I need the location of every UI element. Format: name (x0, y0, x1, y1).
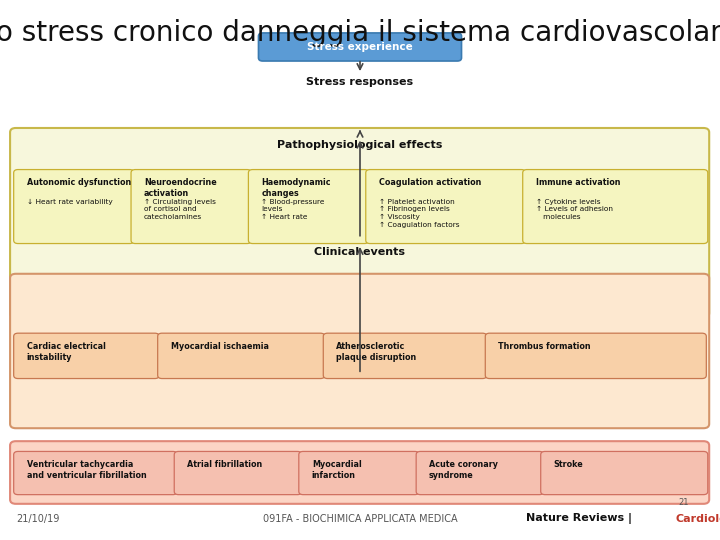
FancyBboxPatch shape (174, 451, 302, 495)
FancyBboxPatch shape (14, 170, 134, 244)
Text: Pathophysiological effects: Pathophysiological effects (277, 140, 443, 151)
Text: Myocardial ischaemia: Myocardial ischaemia (171, 342, 269, 351)
FancyBboxPatch shape (258, 33, 462, 61)
FancyBboxPatch shape (10, 128, 709, 318)
Text: Thrombus formation: Thrombus formation (498, 342, 591, 351)
FancyBboxPatch shape (14, 451, 177, 495)
FancyBboxPatch shape (10, 274, 709, 428)
Text: Cardiac electrical
instability: Cardiac electrical instability (27, 342, 106, 362)
Text: ↑ Blood-pressure
levels
↑ Heart rate: ↑ Blood-pressure levels ↑ Heart rate (261, 199, 325, 220)
Text: Nature Reviews |: Nature Reviews | (526, 513, 636, 524)
Text: Clinical events: Clinical events (315, 247, 405, 258)
Text: 091FA - BIOCHIMICA APPLICATA MEDICA: 091FA - BIOCHIMICA APPLICATA MEDICA (263, 514, 457, 524)
Text: Lo stress cronico danneggia il sistema cardiovascolare: Lo stress cronico danneggia il sistema c… (0, 19, 720, 47)
Text: Atherosclerotic
plaque disruption: Atherosclerotic plaque disruption (336, 342, 416, 362)
Text: Acute coronary
syndrome: Acute coronary syndrome (429, 460, 498, 480)
Text: ↑ Circulating levels
of cortisol and
catecholamines: ↑ Circulating levels of cortisol and cat… (144, 199, 216, 220)
FancyBboxPatch shape (248, 170, 369, 244)
FancyBboxPatch shape (10, 441, 709, 504)
FancyBboxPatch shape (366, 170, 526, 244)
FancyBboxPatch shape (541, 451, 708, 495)
FancyBboxPatch shape (416, 451, 544, 495)
FancyBboxPatch shape (485, 333, 706, 379)
Text: Autonomic dysfunction: Autonomic dysfunction (27, 178, 131, 187)
Text: Stroke: Stroke (554, 460, 583, 469)
Text: 21: 21 (678, 497, 689, 507)
Text: Stress responses: Stress responses (307, 77, 413, 87)
FancyBboxPatch shape (131, 170, 251, 244)
Text: 21/10/19: 21/10/19 (16, 514, 59, 524)
Text: Ventricular tachycardia
and ventricular fibrillation: Ventricular tachycardia and ventricular … (27, 460, 146, 480)
Text: ↓ Heart rate variability: ↓ Heart rate variability (27, 199, 112, 205)
Text: Myocardial
infarction: Myocardial infarction (312, 460, 361, 480)
Text: Neuroendocrine
activation: Neuroendocrine activation (144, 178, 217, 198)
Text: Atrial fibrillation: Atrial fibrillation (187, 460, 263, 469)
Text: Haemodynamic
changes: Haemodynamic changes (261, 178, 331, 198)
FancyBboxPatch shape (158, 333, 325, 379)
FancyBboxPatch shape (523, 170, 708, 244)
Text: ↑ Platelet activation
↑ Fibrinogen levels
↑ Viscosity
↑ Coagulation factors: ↑ Platelet activation ↑ Fibrinogen level… (379, 199, 459, 228)
Text: ↑ Cytokine levels
↑ Levels of adhesion
   molecules: ↑ Cytokine levels ↑ Levels of adhesion m… (536, 199, 613, 220)
FancyBboxPatch shape (323, 333, 487, 379)
FancyBboxPatch shape (299, 451, 419, 495)
Text: Cardiology: Cardiology (675, 514, 720, 524)
Text: Stress experience: Stress experience (307, 42, 413, 52)
FancyBboxPatch shape (14, 333, 159, 379)
Text: Coagulation activation: Coagulation activation (379, 178, 481, 187)
Text: Immune activation: Immune activation (536, 178, 620, 187)
